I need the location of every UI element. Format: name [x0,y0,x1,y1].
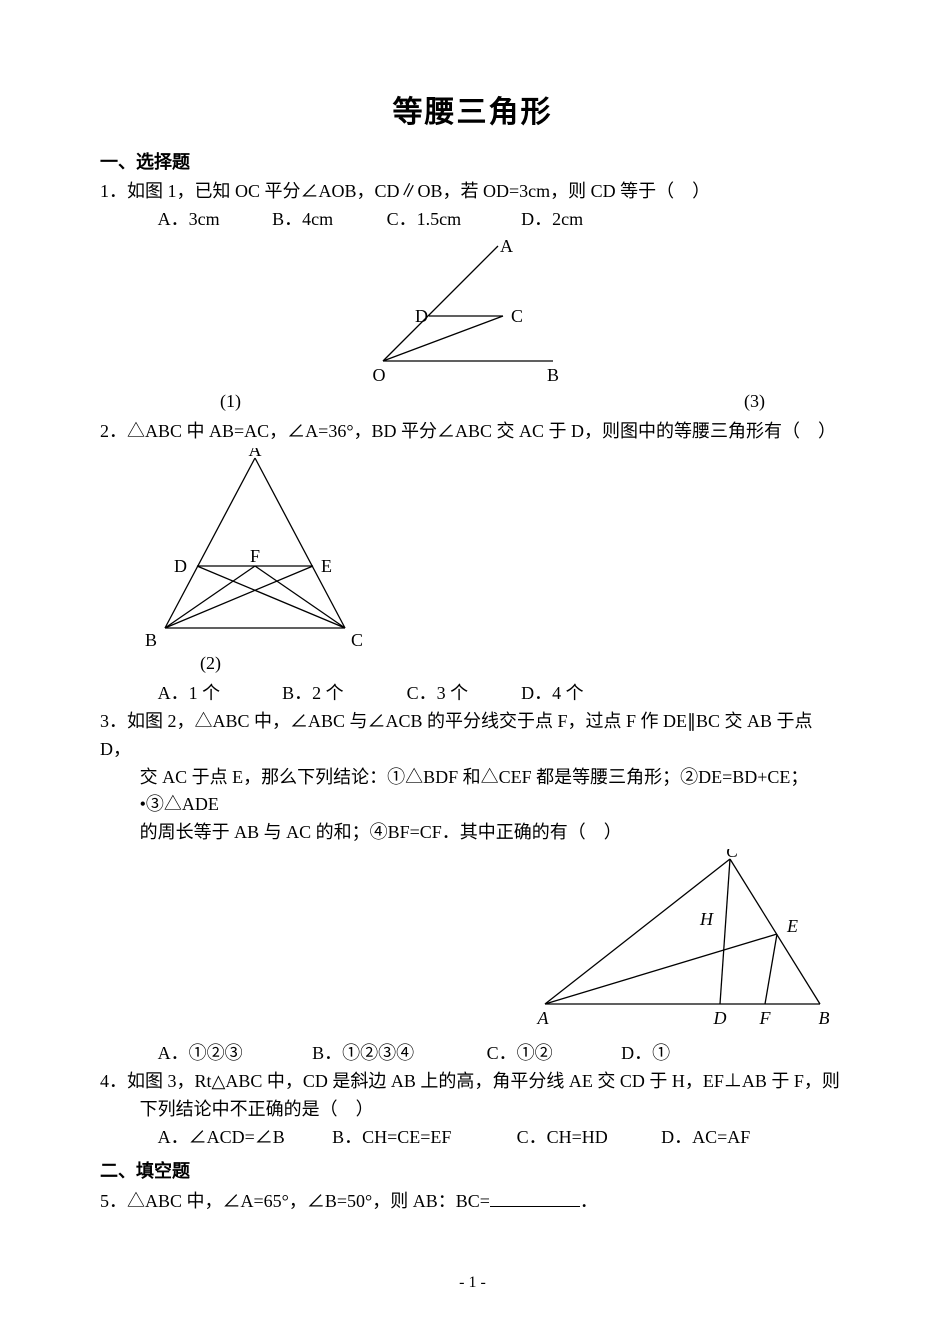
q1-optA: A．3cm [158,206,268,234]
q3-optA: A．①②③ [158,1040,308,1068]
q4-optC: C．CH=HD [517,1124,657,1152]
caption-1: (1) [220,388,241,416]
svg-text:A: A [537,1008,550,1028]
q2-optD: D．4 个 [521,680,584,708]
svg-text:C: C [726,849,739,861]
page: 等腰三角形 一、选择题 1．如图 1，已知 OC 平分∠AOB，CD∥OB，若 … [0,0,945,1336]
q4-options: A．∠ACD=∠B B．CH=CE=EF C．CH=HD D．AC=AF [100,1124,845,1152]
caption-row-1: (1) (3) [100,388,845,416]
caption-2: (2) [200,653,221,673]
svg-text:C: C [351,630,363,648]
svg-text:B: B [819,1008,830,1028]
q1-optC: C．1.5cm [387,206,517,234]
svg-text:O: O [372,365,385,385]
q1-options: A．3cm B．4cm C．1.5cm D．2cm [100,206,845,234]
figure-2: A B C D E F [145,448,375,648]
q3-optC: C．①② [487,1040,617,1068]
question-5: 5．△ABC 中，∠A=65°，∠B=50°，则 AB：BC= ． [100,1188,845,1216]
svg-text:A: A [249,448,262,460]
q2-optA: A．1 个 [158,680,278,708]
page-footer: - 1 - [0,1271,945,1296]
svg-text:D: D [415,306,428,326]
q3-stem-3: 的周长等于 AB 与 AC 的和；④BF=CF．其中正确的有（ ） [100,819,845,847]
section-1-heading: 一、选择题 [100,149,845,177]
q3-stem-1: 3．如图 2，△ABC 中，∠ABC 与∠ACB 的平分线交于点 F，过点 F … [100,708,845,764]
svg-text:F: F [250,546,260,566]
q5-blank [490,1189,580,1206]
figure-3-wrap: A B C D F E H [100,849,855,1038]
q2-stem: 2．△ABC 中 AB=AC，∠A=36°，BD 平分∠ABC 交 AC 于 D… [100,418,845,446]
svg-text:D: D [713,1008,727,1028]
question-4: 4．如图 3，Rt△ABC 中，CD 是斜边 AB 上的高，角平分线 AE 交 … [100,1068,845,1152]
section-2-heading: 二、填空题 [100,1158,845,1186]
figure-3: A B C D F E H [525,849,845,1029]
q4-stem-1: 4．如图 3，Rt△ABC 中，CD 是斜边 AB 上的高，角平分线 AE 交 … [100,1068,845,1096]
q5-stem: 5．△ABC 中，∠A=65°，∠B=50°，则 AB：BC= [100,1191,490,1211]
q2-options: A．1 个 B．2 个 C．3 个 D．4 个 [100,680,845,708]
caption-3: (3) [744,388,765,416]
question-1: 1．如图 1，已知 OC 平分∠AOB，CD∥OB，若 OD=3cm，则 CD … [100,178,845,234]
q1-optB: B．4cm [272,206,382,234]
question-2: 2．△ABC 中 AB=AC，∠A=36°，BD 平分∠ABC 交 AC 于 D… [100,418,845,446]
q2-optC: C．3 个 [407,680,517,708]
q3-options: A．①②③ B．①②③④ C．①② D．① [100,1040,845,1068]
q5-tail: ． [580,1191,598,1211]
q1-stem: 1．如图 1，已知 OC 平分∠AOB，CD∥OB，若 OD=3cm，则 CD … [100,178,845,206]
svg-text:C: C [511,306,523,326]
svg-text:E: E [321,556,332,576]
q1-optD: D．2cm [521,206,583,234]
svg-text:B: B [145,630,157,648]
svg-text:A: A [500,236,513,256]
q4-optD: D．AC=AF [661,1124,750,1152]
svg-text:B: B [546,365,558,385]
q2-optB: B．2 个 [282,680,402,708]
q4-stem-2: 下列结论中不正确的是（ ） [100,1096,845,1124]
q3-stem-2: 交 AC 于点 E，那么下列结论：①△BDF 和△CEF 都是等腰三角形；②DE… [100,764,845,820]
svg-text:E: E [786,916,798,936]
svg-text:H: H [699,909,714,929]
caption-row-2: (2) [100,650,845,678]
figure-2-wrap: A B C D E F [100,448,890,648]
question-3: 3．如图 2，△ABC 中，∠ABC 与∠ACB 的平分线交于点 F，过点 F … [100,708,845,847]
q4-optA: A．∠ACD=∠B [158,1124,328,1152]
svg-text:F: F [759,1008,772,1028]
figure-1: O B A D C [343,236,603,386]
q3-optD: D．① [621,1040,670,1068]
svg-text:D: D [174,556,187,576]
figure-1-wrap: O B A D C [100,236,845,386]
q3-optB: B．①②③④ [312,1040,482,1068]
q4-optB: B．CH=CE=EF [332,1124,512,1152]
doc-title: 等腰三角形 [100,90,845,137]
